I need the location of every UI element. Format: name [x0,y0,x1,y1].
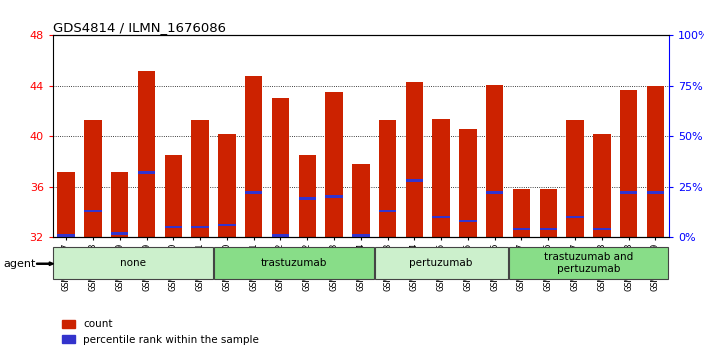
Bar [191,120,209,237]
Bar [245,76,263,237]
Bar [298,155,316,237]
Bar [165,155,182,237]
Text: none: none [120,258,146,268]
Text: trastuzumab and
pertuzumab: trastuzumab and pertuzumab [543,252,633,274]
Text: agent: agent [4,259,36,269]
Bar [593,228,610,230]
Bar [620,192,637,194]
Bar [58,234,75,236]
Bar [432,119,450,237]
Bar [165,226,182,228]
Text: trastuzumab: trastuzumab [260,258,327,268]
Text: pertuzumab: pertuzumab [410,258,473,268]
Legend: count, percentile rank within the sample: count, percentile rank within the sample [58,315,263,349]
Bar [58,172,75,237]
Bar [432,216,450,218]
Bar [539,189,557,237]
FancyBboxPatch shape [375,247,508,279]
Bar [647,86,664,237]
Bar [325,92,343,237]
Bar [138,71,156,237]
Bar [84,120,101,237]
FancyBboxPatch shape [508,247,668,279]
Bar [406,179,423,182]
Bar [84,210,101,212]
Bar [272,234,289,236]
Bar [138,171,156,174]
Bar [406,82,423,237]
Bar [513,189,530,237]
Bar [486,192,503,194]
Bar [593,134,610,237]
Bar [379,120,396,237]
Bar [352,234,370,236]
Bar [459,219,477,222]
Bar [352,164,370,237]
FancyBboxPatch shape [54,247,213,279]
FancyBboxPatch shape [214,247,374,279]
Bar [191,226,209,228]
Text: GDS4814 / ILMN_1676086: GDS4814 / ILMN_1676086 [53,21,226,34]
Bar [539,228,557,230]
Bar [298,198,316,200]
Bar [459,129,477,237]
Bar [486,85,503,237]
Bar [620,90,637,237]
Bar [218,134,236,237]
Bar [566,216,584,218]
Bar [513,228,530,230]
Bar [647,192,664,194]
Bar [566,120,584,237]
Bar [218,224,236,227]
Bar [325,195,343,198]
Bar [245,192,263,194]
Bar [111,172,128,237]
Bar [272,98,289,237]
Bar [111,232,128,235]
Bar [379,210,396,212]
